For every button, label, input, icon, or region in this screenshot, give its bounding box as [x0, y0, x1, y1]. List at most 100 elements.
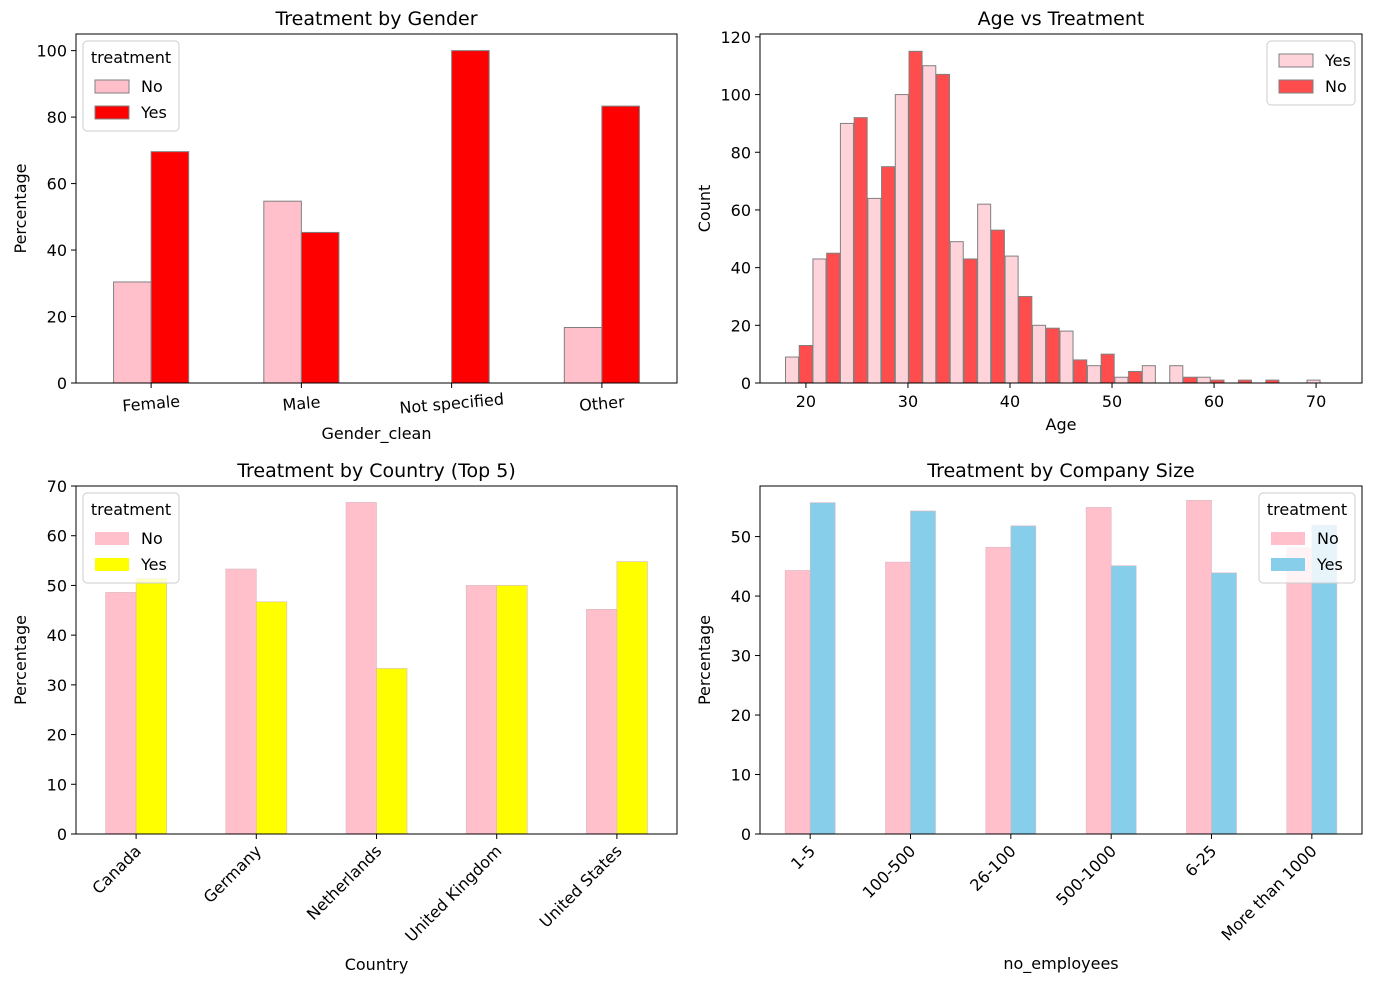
y-tick-label: 0 — [57, 825, 67, 844]
y-tick-label: 10 — [47, 775, 67, 794]
legend-label: Yes — [140, 555, 167, 574]
legend: treatment No Yes — [1258, 492, 1356, 584]
bar-yes-2 — [839, 122, 854, 384]
legend-swatch — [94, 79, 130, 94]
bar-no-0 — [784, 570, 811, 835]
x-tick-label: United States — [536, 841, 626, 931]
chart-title: Age vs Treatment — [978, 8, 1145, 30]
legend-swatch — [1271, 532, 1305, 545]
x-tick-label: Male — [282, 392, 321, 414]
y-tick-label: 20 — [47, 726, 67, 745]
x-axis-label: Age — [1046, 415, 1077, 434]
bar-yes-0 — [809, 502, 836, 835]
bar-no-10 — [1073, 359, 1088, 384]
bar-yes-7 — [977, 203, 992, 384]
y-tick-label: 30 — [47, 676, 67, 695]
chart-1: 20 30 40 50 60 70 0 20 40 60 80 100 120 Age vs Treatm… — [695, 8, 1363, 434]
chart-title: Treatment by Country (Top 5) — [236, 460, 516, 482]
y-tick-label: 0 — [741, 825, 751, 844]
y-tick-label: 80 — [47, 108, 67, 127]
x-tick-label: Other — [578, 392, 625, 415]
x-tick-label: 26-100 — [966, 841, 1020, 895]
bar-no-5 — [935, 73, 951, 384]
legend-swatch — [1271, 558, 1305, 571]
axes-frame — [759, 33, 1363, 384]
bar-yes-15 — [1196, 376, 1211, 384]
y-tick-label: 0 — [741, 374, 751, 393]
y-tick-label: 40 — [731, 259, 751, 278]
legend-title: treatment — [91, 48, 171, 67]
legend-label: Yes — [1324, 51, 1351, 70]
legend-swatch — [1278, 79, 1314, 94]
legend-label: No — [1325, 77, 1347, 96]
x-tick-label: 1-5 — [787, 841, 819, 873]
bar-yes-1 — [812, 258, 827, 384]
bars — [105, 502, 648, 835]
bars — [784, 499, 1338, 835]
y-tick-label: 10 — [731, 766, 751, 785]
y-tick-label: 20 — [731, 706, 751, 725]
bar-yes-1 — [300, 231, 340, 384]
y-tick-label: 20 — [47, 308, 67, 327]
x-tick-label: 70 — [1306, 392, 1326, 411]
y-axis-label: Count — [695, 185, 714, 233]
legend-swatch — [95, 558, 129, 571]
x-tick-label: Germany — [200, 841, 265, 906]
bar-no-0 — [113, 281, 152, 384]
bar-no-5 — [1286, 547, 1313, 835]
bar-yes-3 — [867, 197, 882, 384]
y-tick-label: 0 — [57, 374, 67, 393]
chart-title: Treatment by Gender — [274, 8, 477, 30]
bar-no-4 — [586, 608, 618, 835]
x-tick-label: 30 — [898, 392, 918, 411]
y-axis-label: Percentage — [11, 163, 30, 253]
x-tick-label: Not specified — [399, 389, 505, 417]
y-tick-label: 100 — [720, 86, 751, 105]
legend-label: No — [141, 77, 163, 96]
bar-yes-2 — [451, 50, 490, 384]
bar-yes-3 — [496, 585, 528, 835]
x-tick-label: 6-25 — [1181, 841, 1220, 880]
y-tick-label: 100 — [36, 42, 67, 61]
bar-yes-2 — [1010, 525, 1037, 835]
x-tick-label: 50 — [1102, 392, 1122, 411]
legend: Yes No — [1266, 40, 1356, 106]
bar-no-6 — [963, 258, 978, 384]
legend: treatment No Yes — [82, 492, 180, 584]
y-tick-label: 60 — [47, 175, 67, 194]
bar-no-0 — [105, 592, 137, 835]
y-tick-label: 50 — [47, 576, 67, 595]
legend-label: Yes — [1316, 555, 1343, 574]
bar-yes-4 — [894, 94, 909, 384]
legend-label: No — [1317, 529, 1339, 548]
x-axis-label: no_employees — [1003, 954, 1118, 974]
bar-yes-0 — [135, 578, 167, 835]
legend-title: treatment — [91, 500, 171, 519]
y-tick-label: 80 — [731, 143, 751, 162]
bar-no-7 — [990, 229, 1005, 384]
bar-no-2 — [985, 546, 1012, 835]
legend-title: treatment — [1267, 500, 1347, 519]
bars — [785, 50, 1321, 384]
bar-no-4 — [908, 50, 923, 384]
bar-no-1 — [826, 252, 841, 384]
legend-swatch — [1278, 53, 1314, 68]
bar-no-1 — [263, 200, 302, 384]
bar-no-9 — [1045, 327, 1060, 384]
y-tick-label: 40 — [47, 626, 67, 645]
bar-no-12 — [1128, 370, 1143, 384]
bar-no-2 — [853, 117, 868, 384]
legend-swatch — [94, 105, 130, 120]
bar-yes-9 — [1032, 324, 1047, 384]
axes-frame — [759, 485, 1363, 835]
bar-no-2 — [345, 502, 377, 835]
y-tick-label: 40 — [47, 241, 67, 260]
bars — [113, 50, 640, 384]
x-tick-label: 60 — [1204, 392, 1224, 411]
y-tick-label: 20 — [731, 316, 751, 335]
bar-yes-5 — [922, 65, 937, 384]
x-tick-label: 100-500 — [859, 841, 920, 902]
bar-no-0 — [798, 345, 813, 384]
